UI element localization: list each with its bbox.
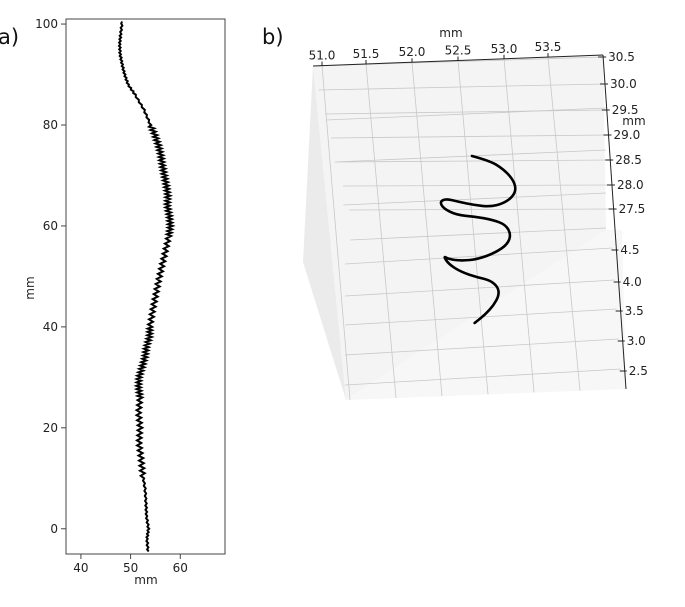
panel-b-grid-line bbox=[336, 159, 611, 163]
panel-b-side-pane bbox=[303, 66, 346, 400]
panel-b-ztick-label: 4.0 bbox=[623, 275, 642, 289]
panel-b-grid-line bbox=[457, 60, 489, 395]
panel-b-xtick-label: 53.0 bbox=[491, 42, 518, 56]
panel-a-ytick-label: 20 bbox=[43, 421, 58, 435]
panel-b-ztick-label: 3.5 bbox=[625, 304, 644, 318]
panel-b-ytick-label: 30.0 bbox=[610, 77, 637, 91]
panel-b-xtick-label: 53.5 bbox=[535, 40, 562, 54]
panel-a-xtick-label: 50 bbox=[123, 561, 138, 575]
panel-b-xtick-label: 52.0 bbox=[399, 45, 426, 59]
panel-b: b) 51.0 51.5 52.0 52.5 53.0 53.5 30.5 30.0 29.5 2… bbox=[262, 25, 648, 400]
panel-b-back-pane bbox=[313, 55, 606, 400]
panel-b-grid-line bbox=[343, 192, 607, 206]
panel-b-ytick-label: 27.5 bbox=[619, 202, 646, 216]
panel-b-label: b) bbox=[262, 25, 284, 49]
panel-b-grid-line bbox=[318, 83, 606, 91]
panel-b-grid-line bbox=[344, 247, 613, 265]
panel-a-ytick-label: 100 bbox=[35, 17, 58, 31]
panel-a-ytick-label: 60 bbox=[43, 219, 58, 233]
panel-a: a) 40 50 60 0 20 40 60 80 100 mm mm bbox=[0, 17, 226, 587]
panel-b-ztick-label: 3.0 bbox=[627, 334, 646, 348]
panel-b-grid-line bbox=[411, 62, 443, 397]
panel-a-ticks: 40 50 60 0 20 40 60 80 100 bbox=[35, 17, 188, 575]
panel-b-grid-line bbox=[342, 184, 612, 187]
panel-b-xtick-label: 51.0 bbox=[309, 49, 336, 63]
panel-b-grid-line bbox=[348, 208, 614, 211]
panel-b-series-line bbox=[439, 154, 517, 325]
panel-a-ylabel: mm bbox=[23, 276, 37, 299]
panel-b-grid-line bbox=[547, 57, 581, 391]
panel-b-ztick-label: 2.5 bbox=[629, 364, 648, 378]
panel-a-xtick-label: 60 bbox=[173, 561, 188, 575]
panel-b-grid-line bbox=[365, 63, 397, 399]
panel-b-ztick-label: 4.5 bbox=[620, 243, 639, 257]
panel-b-grid-line bbox=[503, 58, 535, 393]
panel-b-ylabel: mm bbox=[622, 114, 645, 128]
panel-a-series-line bbox=[117, 21, 176, 553]
panel-a-xlabel: mm bbox=[134, 573, 157, 587]
panel-b-right-axis bbox=[602, 54, 627, 390]
panel-b-grid-line bbox=[326, 107, 607, 121]
panel-b-grid-line bbox=[344, 279, 615, 297]
panel-b-grid-line bbox=[321, 65, 351, 400]
panel-a-xtick-label: 40 bbox=[73, 561, 88, 575]
panel-b-ticks: 51.0 51.5 52.0 52.5 53.0 53.5 30.5 30.0 29.5 29.0… bbox=[309, 40, 648, 378]
panel-b-ytick-label: 28.5 bbox=[615, 153, 642, 167]
panel-b-ytick-label: 30.5 bbox=[608, 50, 635, 64]
panel-b-grid-line bbox=[324, 109, 607, 115]
panel-b-grid-line bbox=[334, 149, 607, 163]
panel-b-xtick-label: 51.5 bbox=[353, 47, 380, 61]
panel-a-ytick-label: 0 bbox=[50, 522, 58, 536]
panel-b-grid-line bbox=[330, 134, 609, 139]
panel-b-xtick-label: 52.5 bbox=[445, 44, 472, 58]
panel-b-xlabel: mm bbox=[439, 26, 462, 40]
panel-a-ytick-label: 40 bbox=[43, 320, 58, 334]
panel-b-ytick-label: 29.0 bbox=[614, 128, 641, 142]
panel-b-ytick-label: 28.0 bbox=[617, 178, 644, 192]
panel-a-ytick-label: 80 bbox=[43, 118, 58, 132]
panel-b-grid-line bbox=[344, 338, 619, 356]
panel-b-ytick-label: 29.5 bbox=[612, 103, 639, 117]
panel-b-grid-line bbox=[350, 227, 607, 241]
panel-b-grid bbox=[312, 56, 621, 400]
panel-a-label: a) bbox=[0, 25, 19, 49]
panel-a-frame bbox=[65, 18, 226, 555]
panel-b-grid-line bbox=[344, 368, 621, 386]
